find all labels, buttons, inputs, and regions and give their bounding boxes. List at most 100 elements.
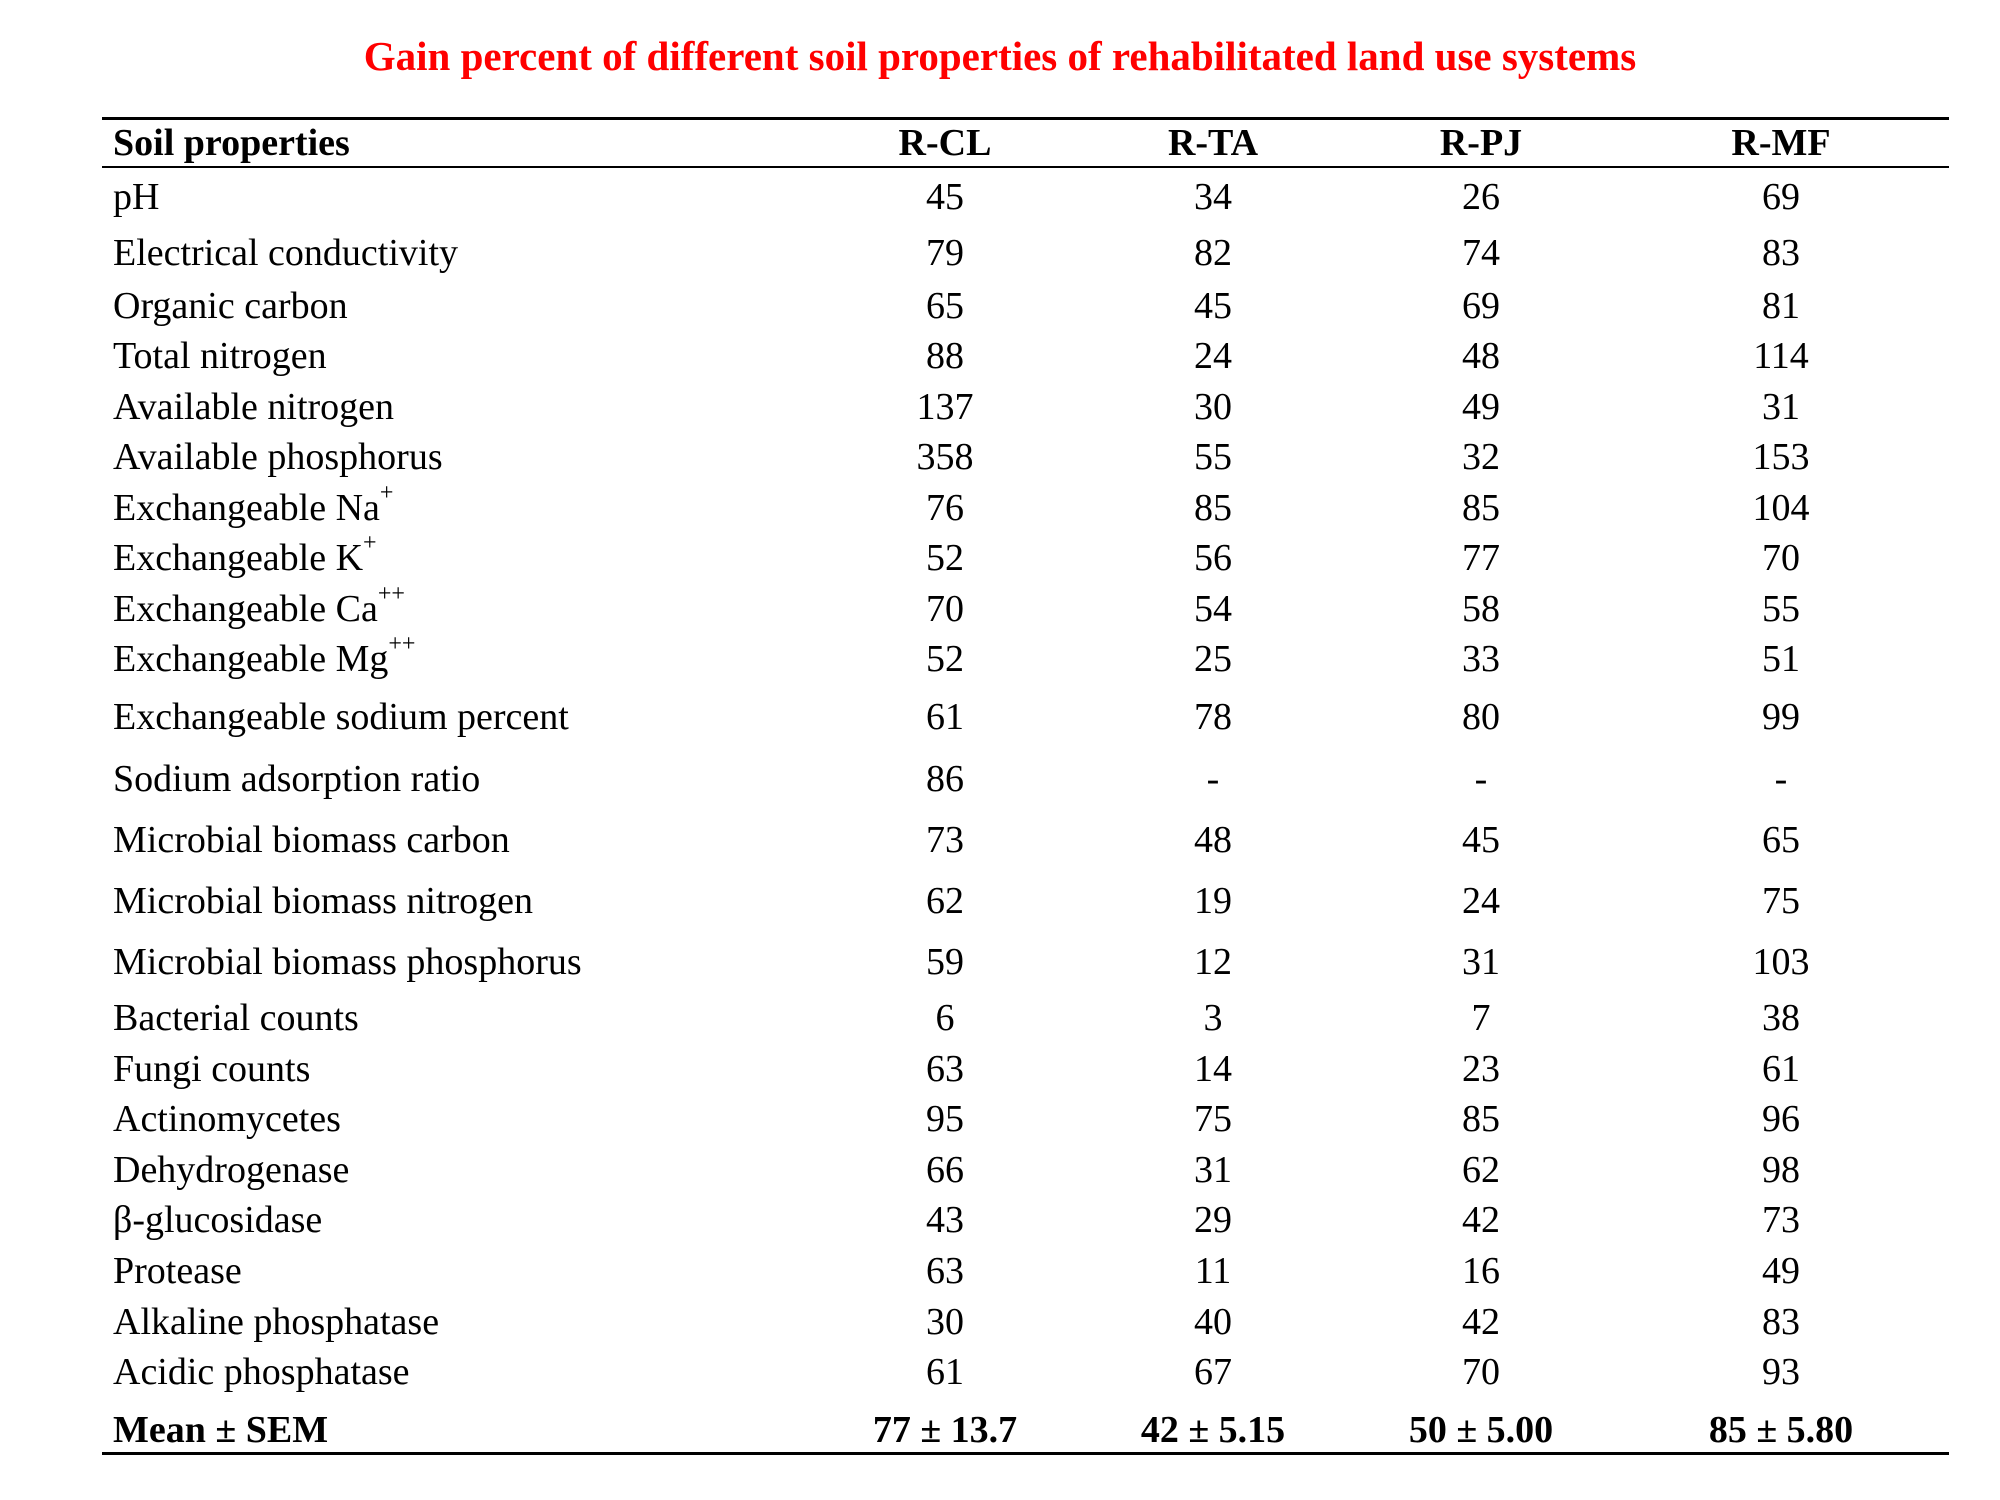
row-label-text: Microbial biomass phosphorus <box>113 941 582 983</box>
table-cell: 31 <box>1661 387 1901 427</box>
table-cell: 42 <box>1361 1302 1601 1342</box>
table-cell: 74 <box>1361 233 1601 273</box>
table-cell: 99 <box>1661 697 1901 737</box>
row-label-text: Protease <box>113 1250 242 1292</box>
table-cell: 70 <box>1361 1352 1601 1392</box>
table-cell: 30 <box>1093 387 1333 427</box>
table-cell: 26 <box>1361 177 1601 217</box>
ion-charge-superscript: ++ <box>388 631 415 657</box>
table-cell: 51 <box>1661 639 1901 679</box>
table-cell: 30 <box>825 1302 1065 1342</box>
table-cell: 32 <box>1361 437 1601 477</box>
row-label: Exchangeable Na+ <box>113 488 393 528</box>
table-cell: 49 <box>1361 387 1601 427</box>
table-cell: 82 <box>1093 233 1333 273</box>
bottom-rule <box>102 1452 1949 1455</box>
footer-cell: 50 ± 5.00 <box>1361 1410 1601 1450</box>
top-rule <box>102 117 1949 120</box>
table-cell: 62 <box>825 881 1065 921</box>
table-cell: 104 <box>1661 488 1901 528</box>
table-cell: 65 <box>1661 820 1901 860</box>
table-cell: 29 <box>1093 1200 1333 1240</box>
table-cell: 76 <box>825 488 1065 528</box>
footer-label: Mean ± SEM <box>113 1410 328 1450</box>
row-label: β-glucosidase <box>113 1200 322 1240</box>
ion-charge-superscript: + <box>380 480 394 506</box>
row-label: Organic carbon <box>113 286 348 326</box>
row-label-text: Microbial biomass carbon <box>113 819 510 861</box>
row-label-text: β-glucosidase <box>113 1199 322 1241</box>
table-cell: 43 <box>825 1200 1065 1240</box>
table-cell: 137 <box>825 387 1065 427</box>
table-cell: 93 <box>1661 1352 1901 1392</box>
table-title: Gain percent of different soil propertie… <box>0 32 2000 80</box>
table-cell: 48 <box>1361 336 1601 376</box>
row-label: Acidic phosphatase <box>113 1352 410 1392</box>
footer-cell: 77 ± 13.7 <box>825 1410 1065 1450</box>
table-cell: - <box>1361 759 1601 799</box>
table-cell: - <box>1661 759 1901 799</box>
row-label-text: Exchangeable K <box>113 537 363 579</box>
table-cell: 77 <box>1361 538 1601 578</box>
row-label: Sodium adsorption ratio <box>113 759 480 799</box>
row-label: Exchangeable K+ <box>113 538 377 578</box>
table-cell: 19 <box>1093 881 1333 921</box>
table-cell: 70 <box>1661 538 1901 578</box>
row-label: Actinomycetes <box>113 1099 341 1139</box>
table-cell: 81 <box>1661 286 1901 326</box>
table-cell: 61 <box>1661 1049 1901 1089</box>
table-cell: 52 <box>825 639 1065 679</box>
table-cell: 63 <box>825 1251 1065 1291</box>
table-cell: 24 <box>1361 881 1601 921</box>
table-cell: 45 <box>1361 820 1601 860</box>
column-header-r-pj: R-PJ <box>1361 123 1601 163</box>
table-cell: 34 <box>1093 177 1333 217</box>
row-label-text: Sodium adsorption ratio <box>113 758 480 800</box>
table-cell: 56 <box>1093 538 1333 578</box>
table-cell: 54 <box>1093 589 1333 629</box>
table-cell: 85 <box>1093 488 1333 528</box>
row-label: Available phosphorus <box>113 437 443 477</box>
table-cell: 55 <box>1093 437 1333 477</box>
table-cell: 42 <box>1361 1200 1601 1240</box>
column-header-r-mf: R-MF <box>1661 123 1901 163</box>
row-label-text: Fungi counts <box>113 1048 310 1090</box>
row-label-text: Organic carbon <box>113 285 348 327</box>
table-cell: 48 <box>1093 820 1333 860</box>
row-label-text: Electrical conductivity <box>113 232 458 274</box>
table-cell: 75 <box>1661 881 1901 921</box>
row-label-text: Actinomycetes <box>113 1098 341 1140</box>
table-cell: 55 <box>1661 589 1901 629</box>
row-label: Electrical conductivity <box>113 233 458 273</box>
table-cell: 153 <box>1661 437 1901 477</box>
table-cell: 59 <box>825 942 1065 982</box>
row-label-text: Available phosphorus <box>113 436 443 478</box>
header-label: Soil properties <box>113 123 350 163</box>
table-cell: 7 <box>1361 998 1601 1038</box>
row-label-text: Available nitrogen <box>113 386 394 428</box>
table-cell: 85 <box>1361 1099 1601 1139</box>
table-cell: 14 <box>1093 1049 1333 1089</box>
table-cell: 3 <box>1093 998 1333 1038</box>
row-label: Protease <box>113 1251 242 1291</box>
table-cell: 88 <box>825 336 1065 376</box>
table-cell: 61 <box>825 697 1065 737</box>
table-cell: 83 <box>1661 233 1901 273</box>
table-cell: 12 <box>1093 942 1333 982</box>
row-label: pH <box>113 177 159 217</box>
row-label-text: Acidic phosphatase <box>113 1351 410 1393</box>
header-rule <box>102 166 1949 168</box>
column-header-r-cl: R-CL <box>825 123 1065 163</box>
row-label: Total nitrogen <box>113 336 327 376</box>
table-cell: 103 <box>1661 942 1901 982</box>
table-cell: 70 <box>825 589 1065 629</box>
row-label: Exchangeable Ca++ <box>113 589 405 629</box>
table-cell: 40 <box>1093 1302 1333 1342</box>
table-cell: 85 <box>1361 488 1601 528</box>
table-cell: 65 <box>825 286 1065 326</box>
table-cell: 67 <box>1093 1352 1333 1392</box>
footer-cell: 42 ± 5.15 <box>1093 1410 1333 1450</box>
row-label-text: pH <box>113 176 159 218</box>
column-header-r-ta: R-TA <box>1093 123 1333 163</box>
table-cell: 49 <box>1661 1251 1901 1291</box>
